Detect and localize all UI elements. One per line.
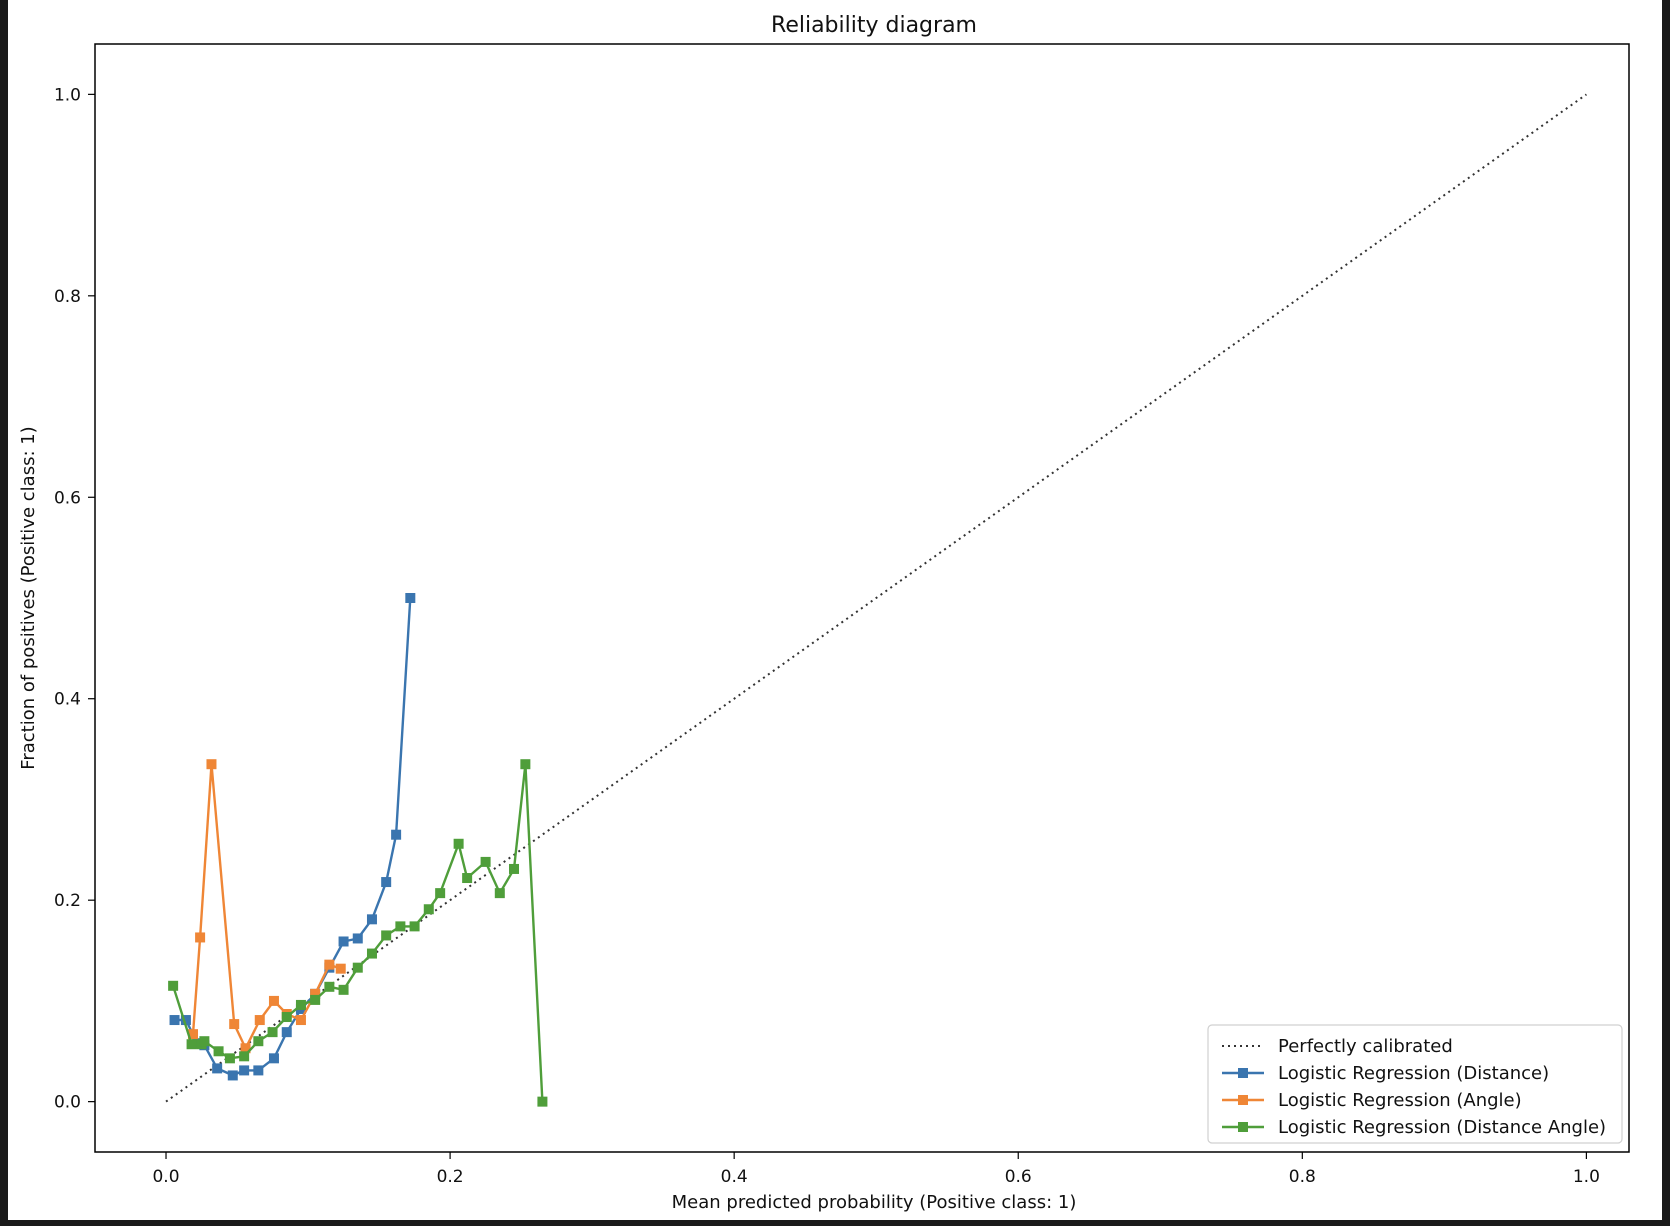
data-point — [366, 914, 377, 925]
x-tick-label: 0.6 — [1005, 1167, 1032, 1187]
data-point — [405, 593, 416, 603]
data-point — [253, 1065, 264, 1076]
data-point — [435, 888, 446, 899]
legend-marker — [1238, 1095, 1248, 1105]
data-point — [494, 888, 505, 899]
series-layer — [165, 93, 1587, 1107]
data-point — [409, 921, 420, 932]
data-point — [381, 877, 392, 888]
data-point — [338, 984, 349, 995]
data-point — [310, 988, 321, 999]
data-point — [254, 1015, 265, 1026]
legend-label: Logistic Regression (Distance) — [1278, 1063, 1549, 1084]
data-point — [168, 980, 179, 991]
data-point — [180, 1015, 191, 1026]
y-tick-label: 0.2 — [54, 891, 81, 911]
data-point — [395, 921, 406, 932]
data-point — [229, 1019, 240, 1030]
data-point — [335, 963, 346, 974]
data-point — [239, 1051, 250, 1062]
x-axis-label: Mean predicted probability (Positive cla… — [672, 1192, 1077, 1213]
data-point — [224, 1053, 235, 1064]
data-point — [227, 1070, 238, 1081]
data-point — [268, 995, 279, 1006]
data-point — [281, 1012, 292, 1023]
data-point — [240, 1043, 251, 1054]
data-point — [338, 936, 349, 947]
data-point — [324, 981, 335, 992]
y-tick-label: 0.4 — [54, 690, 81, 710]
data-point — [366, 948, 377, 959]
data-point — [352, 962, 363, 973]
legend-marker — [1238, 1068, 1248, 1078]
data-point — [267, 1027, 278, 1038]
y-tick-label: 0.0 — [54, 1093, 81, 1113]
x-tick-label: 0.0 — [152, 1167, 179, 1187]
data-point — [423, 904, 434, 915]
data-point — [212, 1063, 223, 1074]
legend-label: Logistic Regression (Angle) — [1278, 1090, 1522, 1111]
data-point — [213, 1046, 224, 1057]
x-tick-label: 1.0 — [1573, 1167, 1600, 1187]
legend-marker — [1238, 1122, 1248, 1132]
x-axis: 0.0 0.2 0.4 0.6 0.8 1.0 — [152, 1152, 1600, 1187]
data-point — [509, 863, 520, 874]
chart-title: Reliability diagram — [771, 13, 977, 38]
data-point — [239, 1065, 250, 1076]
data-point — [352, 933, 363, 944]
series-line-3 — [171, 763, 544, 1102]
data-point — [324, 959, 335, 970]
y-tick-label: 1.0 — [54, 85, 81, 105]
data-point — [195, 932, 206, 943]
data-point — [381, 930, 392, 941]
data-point — [295, 999, 306, 1010]
data-point — [186, 1039, 197, 1050]
x-tick-label: 0.8 — [1289, 1167, 1316, 1187]
data-point — [537, 1096, 548, 1107]
data-point — [169, 1015, 180, 1026]
data-point — [281, 1027, 292, 1038]
legend: Perfectly calibrated Logistic Regression … — [1207, 1024, 1623, 1144]
data-point — [188, 1029, 199, 1040]
legend-label: Logistic Regression (Distance Angle) — [1278, 1117, 1606, 1138]
data-point — [310, 994, 321, 1005]
data-point — [520, 759, 531, 770]
data-point — [391, 829, 402, 840]
data-point — [253, 1036, 264, 1047]
plot-area — [94, 43, 1630, 1153]
x-tick-label: 0.4 — [721, 1167, 748, 1187]
data-point — [199, 1036, 210, 1047]
legend-label: Perfectly calibrated — [1278, 1036, 1453, 1057]
x-tick-label: 0.2 — [437, 1167, 464, 1187]
data-point — [480, 856, 491, 867]
y-tick-label: 0.8 — [54, 287, 81, 307]
y-axis-label: Fraction of positives (Positive class: 1… — [18, 426, 39, 769]
data-point — [295, 1015, 306, 1026]
data-point — [462, 873, 473, 884]
data-point — [453, 838, 464, 849]
y-axis: 0.0 0.2 0.4 0.6 0.8 1.0 — [54, 85, 95, 1113]
series-line-0 — [165, 93, 1587, 1103]
legend-box — [1207, 1024, 1623, 1144]
data-point — [206, 759, 217, 770]
y-tick-label: 0.6 — [54, 488, 81, 508]
data-point — [268, 1053, 279, 1064]
